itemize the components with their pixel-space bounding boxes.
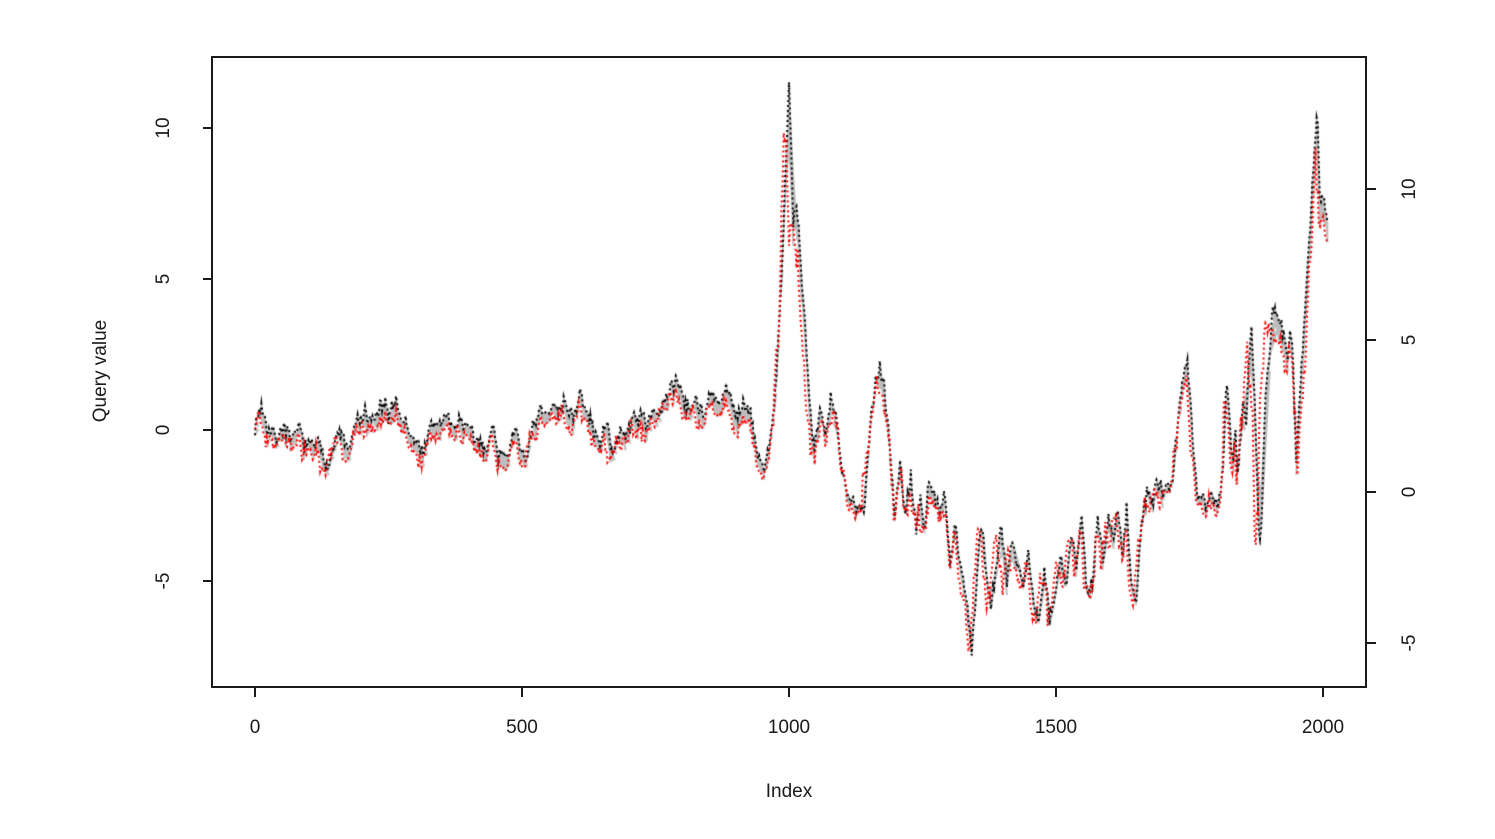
- x-tick-mark: [788, 688, 790, 697]
- x-tick-label: 1500: [1034, 717, 1078, 738]
- y-left-tick-mark: [203, 429, 212, 431]
- x-tick-mark: [254, 688, 256, 697]
- y-left-tick-mark: [203, 278, 212, 280]
- y-right-tick-mark: [1367, 491, 1376, 493]
- y-left-tick-label: 5: [153, 273, 174, 285]
- x-axis-title: Index: [765, 781, 813, 802]
- y-left-tick-label: 0: [153, 424, 174, 436]
- y-right-tick-mark: [1367, 188, 1376, 190]
- y-right-tick-mark: [1367, 339, 1376, 341]
- y-right-tick-label: 10: [1399, 178, 1420, 200]
- x-tick-mark: [1322, 688, 1324, 697]
- plot-area-border: [211, 56, 1367, 688]
- x-tick-label: 0: [249, 717, 261, 738]
- x-tick-label: 1000: [767, 717, 811, 738]
- y-left-tick-mark: [203, 580, 212, 582]
- y-right-tick-mark: [1367, 642, 1376, 644]
- x-tick-mark: [521, 688, 523, 697]
- x-tick-label: 2000: [1301, 717, 1345, 738]
- y-right-tick-label: -5: [1399, 634, 1420, 652]
- y-left-tick-label: -5: [153, 572, 174, 590]
- y-right-tick-label: 5: [1399, 334, 1420, 346]
- x-tick-mark: [1055, 688, 1057, 697]
- y-axis-title: Query value: [90, 319, 111, 423]
- y-right-tick-label: 0: [1399, 486, 1420, 498]
- y-left-tick-label: 10: [153, 117, 174, 139]
- x-tick-label: 500: [506, 717, 538, 738]
- y-left-tick-mark: [203, 127, 212, 129]
